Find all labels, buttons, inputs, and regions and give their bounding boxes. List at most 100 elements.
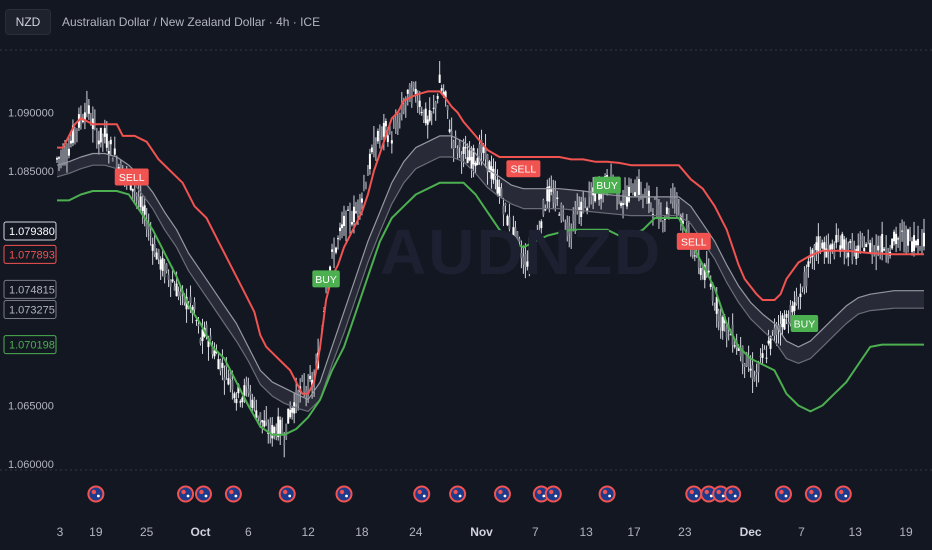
signal-sell-4[interactable]: SELL bbox=[676, 232, 711, 250]
candle-body bbox=[430, 111, 433, 113]
candle-body bbox=[879, 247, 882, 250]
candle-body bbox=[153, 243, 156, 255]
candle-body bbox=[671, 188, 674, 203]
candle-body bbox=[797, 308, 800, 310]
flag-icon-star bbox=[709, 494, 713, 498]
candle-layer bbox=[56, 61, 925, 458]
flag-icon-star bbox=[288, 494, 292, 498]
economic-event-marker[interactable] bbox=[413, 485, 431, 503]
x-tick-label: 24 bbox=[409, 525, 423, 539]
signal-buy-5[interactable]: BUY bbox=[790, 314, 819, 332]
economic-event-marker[interactable] bbox=[804, 485, 822, 503]
candle-body bbox=[81, 120, 84, 123]
flag-icon-detail bbox=[689, 489, 694, 495]
candle-body bbox=[285, 423, 288, 438]
candle-body bbox=[769, 336, 772, 349]
candle-body bbox=[877, 245, 880, 251]
candle-body bbox=[775, 323, 778, 335]
price-label-red[interactable]: 1.077893 bbox=[3, 244, 57, 264]
candle-body bbox=[343, 215, 346, 227]
candle-body bbox=[500, 188, 503, 198]
signal-buy-1[interactable]: BUY bbox=[312, 270, 340, 288]
candle-body bbox=[356, 201, 359, 214]
candle-body bbox=[141, 206, 144, 211]
candle-body bbox=[149, 234, 152, 236]
candle-body bbox=[911, 241, 914, 252]
candle-body bbox=[418, 100, 421, 108]
candle-body bbox=[532, 251, 535, 259]
candle-body bbox=[368, 153, 371, 170]
candle-body bbox=[105, 133, 108, 148]
chart-title: Australian Dollar / New Zealand Dollar ·… bbox=[62, 15, 321, 29]
candle-body bbox=[143, 205, 146, 215]
signal-sell-2[interactable]: SELL bbox=[506, 160, 541, 178]
candle-body bbox=[345, 211, 347, 233]
price-label-text: 1.073275 bbox=[9, 304, 55, 316]
economic-event-marker[interactable] bbox=[685, 485, 703, 503]
candle-body bbox=[402, 104, 405, 112]
candle-body bbox=[165, 264, 168, 272]
x-tick-label: Oct bbox=[190, 525, 210, 539]
candle-body bbox=[193, 302, 196, 310]
economic-event-marker[interactable] bbox=[598, 485, 616, 503]
flag-icon-detail bbox=[199, 489, 204, 495]
candle-body bbox=[249, 391, 252, 396]
candle-body bbox=[235, 398, 238, 404]
economic-event-marker[interactable] bbox=[493, 485, 511, 503]
symbol-button[interactable]: NZD bbox=[5, 9, 51, 35]
price-label-white[interactable]: 1.079380 bbox=[3, 221, 57, 241]
candle-body bbox=[75, 129, 78, 131]
candle-body bbox=[863, 247, 866, 252]
economic-event-marker[interactable] bbox=[278, 485, 296, 503]
candle-body bbox=[677, 204, 680, 207]
candle-body bbox=[899, 231, 902, 241]
candle-body bbox=[131, 188, 134, 192]
candle-body bbox=[741, 345, 744, 364]
price-axis[interactable]: 1.060000 1.065000 1.085000 1.090000 1.079380… bbox=[0, 49, 932, 471]
event-marker-layer[interactable] bbox=[87, 485, 852, 503]
economic-event-marker[interactable] bbox=[774, 485, 792, 503]
economic-event-marker[interactable] bbox=[724, 485, 742, 503]
candle-body bbox=[101, 134, 104, 138]
candle-body bbox=[352, 206, 355, 223]
candle-body bbox=[354, 211, 357, 213]
candle-body bbox=[831, 243, 834, 250]
candle-body bbox=[269, 422, 272, 433]
candle-body bbox=[753, 376, 756, 381]
price-label-grey[interactable]: 1.073275 bbox=[3, 299, 57, 319]
signal-layer[interactable]: SELL BUY SELL BUY SELL BUY bbox=[114, 160, 819, 332]
candle-body bbox=[113, 148, 116, 155]
economic-event-marker[interactable] bbox=[834, 485, 852, 503]
economic-event-marker[interactable] bbox=[335, 485, 353, 503]
economic-event-marker[interactable] bbox=[544, 485, 562, 503]
economic-event-marker[interactable] bbox=[712, 485, 730, 503]
flag-icon-detail bbox=[809, 489, 814, 495]
candle-body bbox=[821, 242, 824, 249]
signal-sell-0[interactable]: SELL bbox=[114, 168, 149, 186]
flag-icon-star bbox=[844, 494, 848, 498]
candle-body bbox=[97, 140, 100, 145]
candle-body bbox=[915, 240, 918, 246]
economic-event-marker[interactable] bbox=[224, 485, 242, 503]
price-label-grey[interactable]: 1.074815 bbox=[3, 279, 57, 299]
candle-body bbox=[725, 326, 728, 338]
candle-body bbox=[843, 239, 846, 252]
candle-body bbox=[311, 379, 314, 388]
economic-event-marker[interactable] bbox=[87, 485, 105, 503]
economic-event-marker[interactable] bbox=[177, 485, 195, 503]
candle-body bbox=[173, 286, 176, 291]
candle-body bbox=[855, 249, 858, 259]
flag-icon bbox=[335, 485, 353, 503]
candle-body bbox=[293, 402, 296, 414]
economic-event-marker[interactable] bbox=[194, 485, 212, 503]
x-tick-label: 19 bbox=[899, 525, 913, 539]
time-axis[interactable]: 3 19 25 Oct 6 12 18 24 Nov 7 13 17 23 Dec 7 13 19 bbox=[57, 525, 913, 539]
economic-event-marker[interactable] bbox=[449, 485, 467, 503]
signal-buy-3[interactable]: BUY bbox=[593, 176, 621, 194]
candle-body bbox=[713, 307, 716, 309]
flag-icon bbox=[804, 485, 822, 503]
price-label-green[interactable]: 1.070198 bbox=[3, 335, 57, 355]
symbol-watermark: AUDNZD bbox=[380, 216, 663, 288]
candle-body bbox=[895, 233, 898, 245]
